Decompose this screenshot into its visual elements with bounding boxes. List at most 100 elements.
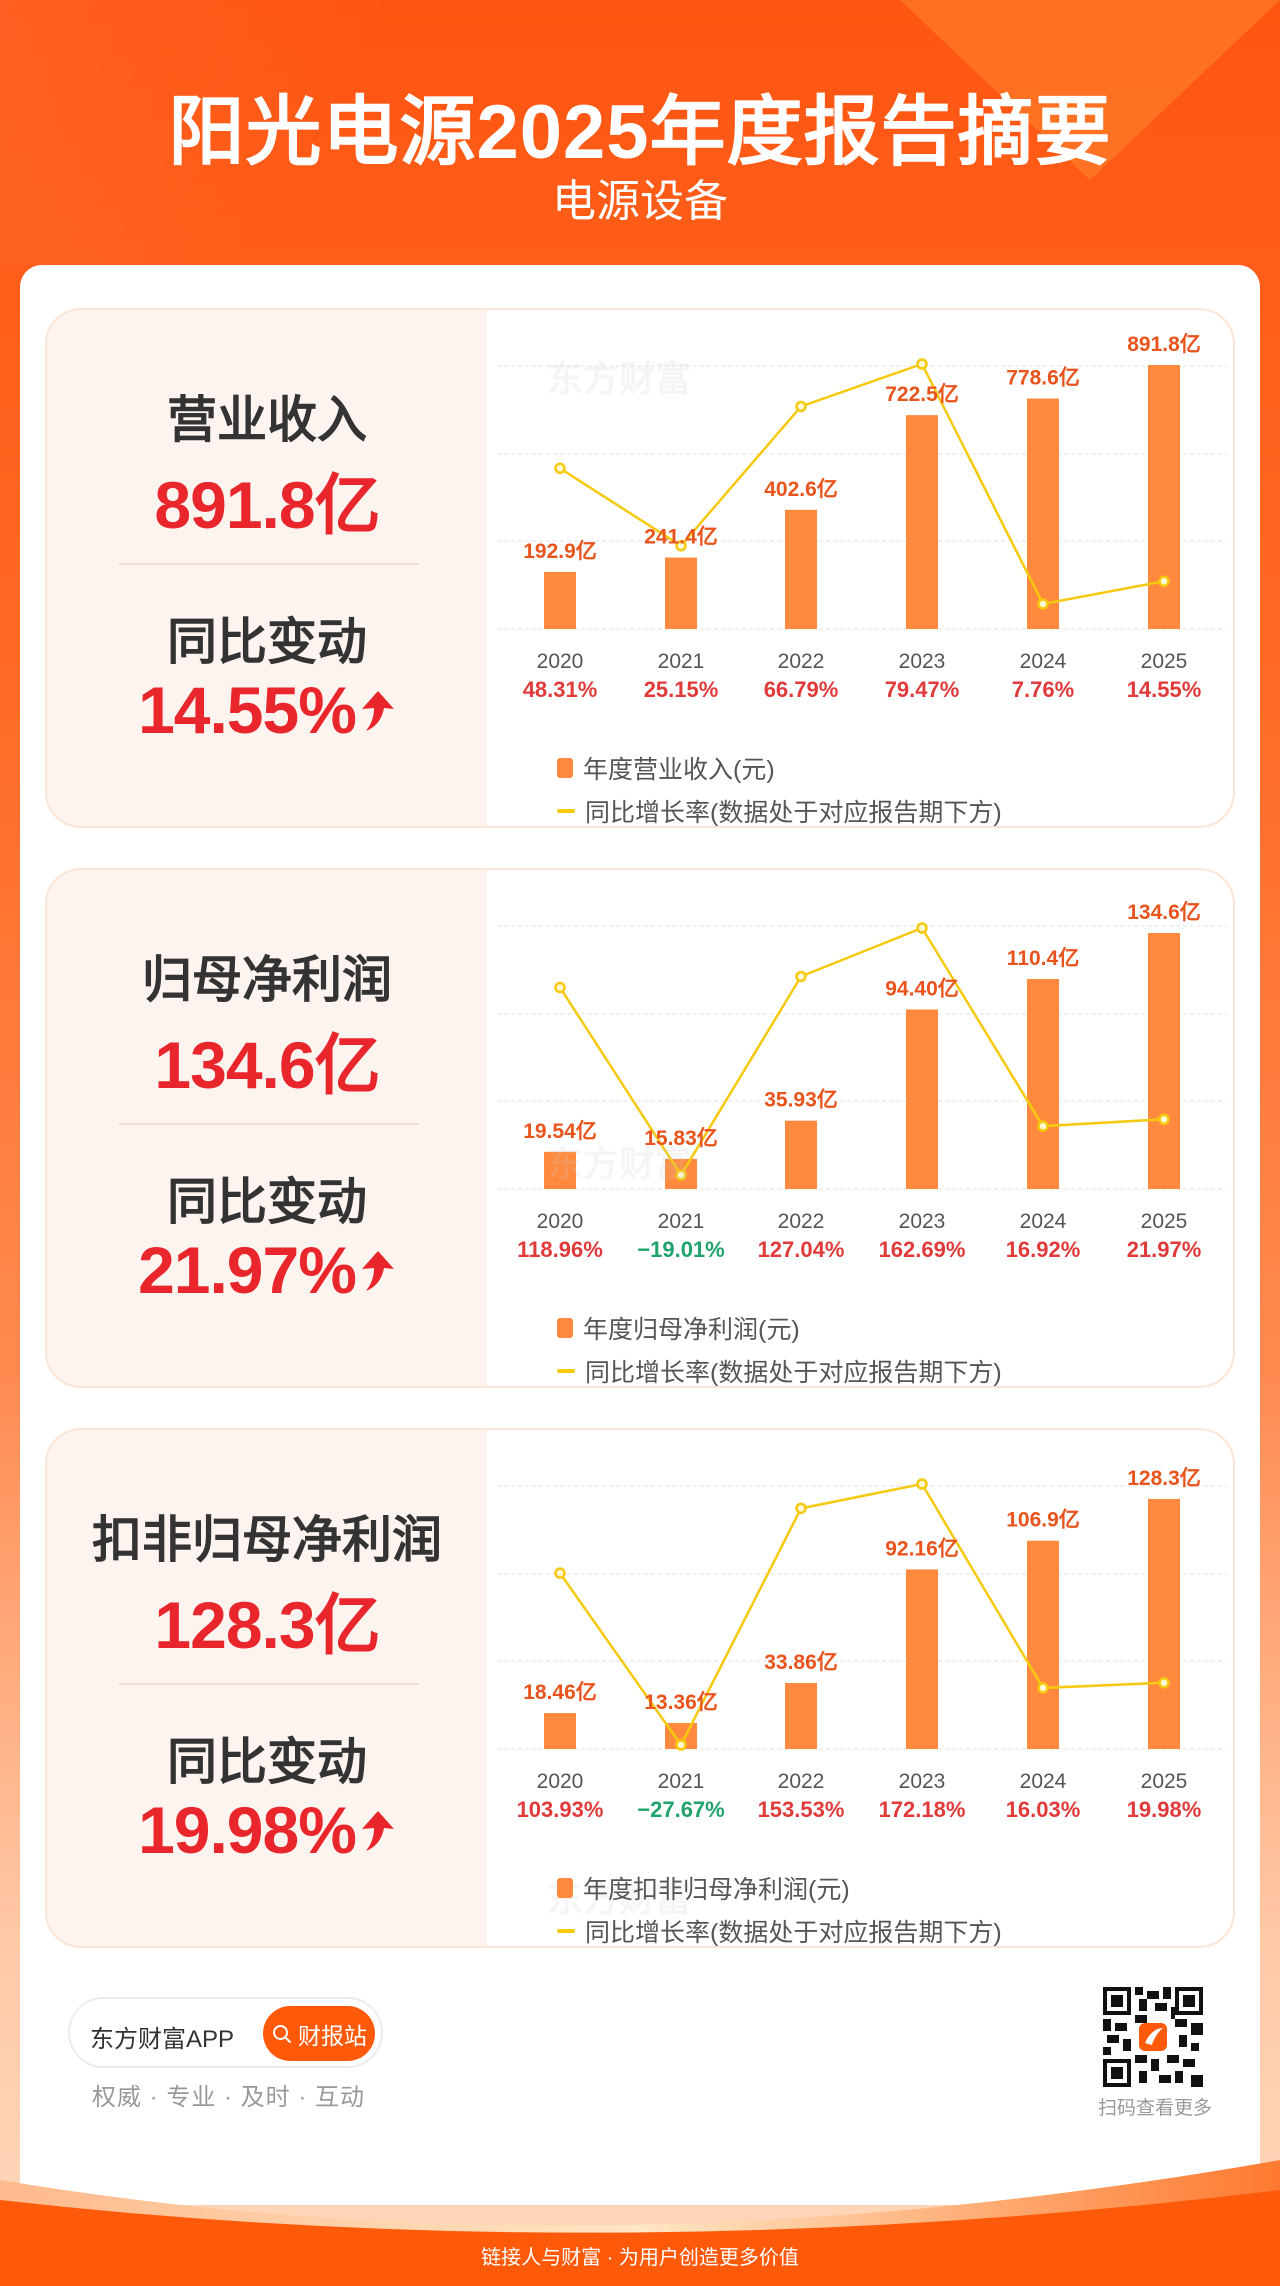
bar-value-label: 13.36亿 [644, 1690, 718, 1714]
change-title: 同比变动 [167, 614, 367, 670]
chart-plot: 18.46亿 13.36亿 33.86亿 92.16亿 106.9亿 128.3亿 [497, 1466, 1227, 1751]
app-search-pill[interactable]: 东方财富APP 财报站 [68, 1997, 383, 2068]
bar [785, 1683, 817, 1749]
growth-rate-label: 153.53% [757, 1797, 845, 1822]
change-value: 14.55% [138, 673, 357, 747]
bar-value-label: 18.46亿 [523, 1680, 597, 1704]
search-icon [273, 2024, 291, 2043]
background-shape [0, 0, 520, 265]
bar [1027, 1540, 1059, 1749]
legend-line-label: 同比增长率(数据处于对应报告期下方) [585, 1919, 1002, 1947]
change-value-row: 21.97% [47, 1232, 487, 1308]
divider [119, 563, 419, 565]
x-axis-label: 2021 [657, 650, 705, 673]
divider [119, 1123, 419, 1125]
growth-point [1158, 1677, 1170, 1689]
growth-point [1158, 575, 1170, 588]
legend-line: 同比增长率(数据处于对应报告期下方) [557, 793, 1002, 826]
legend-line: 同比增长率(数据处于对应报告期下方) [557, 1353, 1002, 1387]
qr-code-icon[interactable] [1103, 1987, 1203, 2087]
up-arrow-icon [361, 1251, 394, 1291]
deducted-net-profit-section: 扣非归母净利润 128.3亿 同比变动 19.98% 18.46亿 13.36亿 3… [45, 1428, 1235, 1948]
legend-bar: 年度扣非归母净利润(元) [557, 1870, 850, 1906]
growth-rate-label: 16.03% [1005, 1797, 1081, 1822]
bottom-wave [0, 2160, 1280, 2286]
x-axis-label: 2022 [777, 1210, 825, 1233]
growth-rate-label: −19.01% [637, 1237, 725, 1262]
report-station-label: 财报站 [298, 2022, 367, 2049]
x-axis-label: 2025 [1140, 1210, 1188, 1233]
growth-rate-label: 79.47% [884, 677, 960, 702]
bar-value-label: 110.4亿 [1007, 946, 1079, 970]
bar [544, 1151, 576, 1189]
legend-bar-swatch [557, 1318, 573, 1338]
growth-point [675, 1739, 687, 1751]
legend-bar-label: 年度归母净利润(元) [583, 1316, 800, 1344]
chart-plot: 192.9亿 241.4亿 402.6亿 722.5亿 778.6亿 891.8亿 [497, 332, 1227, 630]
bar-value-label: 134.6亿 [1127, 900, 1201, 924]
growth-rate-label: 19.98% [1126, 1797, 1202, 1822]
metric-panel: 归母净利润 134.6亿 同比变动 21.97% [47, 870, 487, 1386]
watermark: 东方财富 [547, 1143, 692, 1184]
bar-value-label: 891.8亿 [1127, 332, 1201, 356]
growth-point [554, 981, 566, 994]
qr-label: 扫码查看更多 [1097, 2098, 1212, 2119]
growth-point [1037, 1120, 1049, 1132]
metric-panel: 营业收入 891.8亿 同比变动 14.55% [47, 310, 487, 826]
legend-line-label: 同比增长率(数据处于对应报告期下方) [585, 1359, 1002, 1387]
revenue-chart: 192.9亿 241.4亿 402.6亿 722.5亿 778.6亿 891.8亿 东方财富… [487, 310, 1233, 826]
page-subtitle: 电源设备 [552, 177, 728, 226]
growth-point [554, 1567, 566, 1579]
growth-rate-label: 172.18% [878, 1797, 966, 1822]
bar [544, 1713, 576, 1749]
up-arrow-icon [361, 1811, 394, 1851]
x-axis-label: 2020 [536, 1770, 584, 1793]
x-axis-label: 2025 [1140, 650, 1188, 673]
legend-line-swatch [557, 1369, 575, 1373]
x-axis-label: 2021 [657, 1210, 705, 1233]
bar-value-label: 192.9亿 [523, 539, 597, 563]
bar [906, 1569, 938, 1749]
bar-value-label: 35.93亿 [764, 1088, 838, 1112]
bar [1027, 979, 1059, 1189]
metric-panel: 扣非归母净利润 128.3亿 同比变动 19.98% [47, 1430, 487, 1946]
growth-rate-label: 162.69% [878, 1237, 966, 1262]
background-triangle [900, 0, 1280, 180]
change-value-row: 19.98% [47, 1792, 487, 1868]
growth-rate-label: 48.31% [522, 677, 598, 702]
bar [785, 509, 817, 629]
change-value: 19.98% [138, 1793, 357, 1867]
growth-rate-label: 25.15% [643, 677, 719, 702]
bar-value-label: 15.83亿 [644, 1126, 718, 1150]
page-title: 阳光电源2025年度报告摘要 [168, 90, 1112, 175]
growth-point [795, 970, 807, 983]
growth-point [675, 1169, 687, 1181]
bar [785, 1120, 817, 1189]
chart-plot: 19.54亿 15.83亿 35.93亿 94.40亿 110.4亿 134.6亿 [497, 900, 1227, 1190]
x-axis-label: 2023 [898, 1210, 946, 1233]
metric-value: 134.6亿 [154, 1028, 380, 1102]
legend-line-swatch [557, 809, 575, 813]
growth-point [916, 1478, 928, 1490]
x-axis-label: 2022 [777, 1770, 825, 1793]
x-axis-label: 2022 [777, 650, 825, 673]
metric-title: 营业收入 [167, 392, 367, 448]
growth-rate-label: 118.96% [517, 1237, 603, 1262]
growth-line [558, 926, 1165, 1178]
watermark: 东方财富 [547, 358, 692, 399]
growth-rate-label: 16.92% [1005, 1237, 1081, 1262]
x-axis-label: 2023 [898, 1770, 946, 1793]
growth-point [1158, 1113, 1170, 1126]
bar-value-label: 33.86亿 [764, 1650, 838, 1674]
report-station-button[interactable]: 财报站 [263, 2006, 375, 2061]
bar [906, 1009, 938, 1189]
legend-bar-swatch [557, 1878, 573, 1898]
bar [1148, 365, 1180, 629]
metric-title: 扣非归母净利润 [92, 1512, 442, 1568]
bar-value-label: 19.54亿 [523, 1119, 597, 1143]
bar-value-label: 722.5亿 [885, 382, 959, 406]
bar [1027, 398, 1059, 629]
growth-point [1037, 598, 1049, 610]
growth-point [795, 400, 807, 413]
bar [665, 557, 697, 629]
